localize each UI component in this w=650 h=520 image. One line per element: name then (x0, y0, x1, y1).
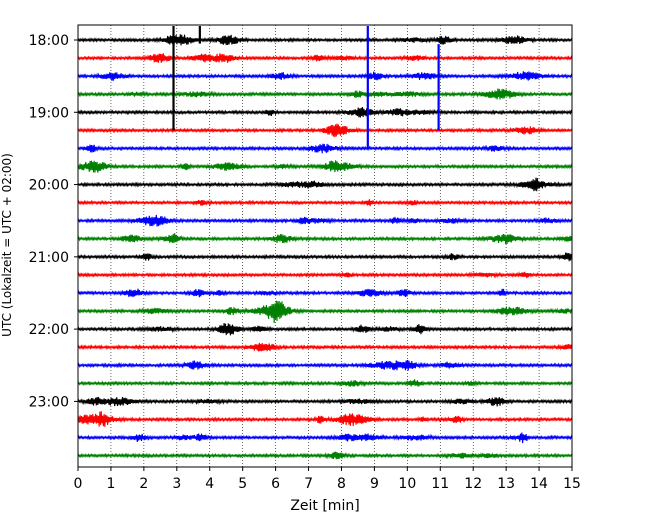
trace-row-2200 (77, 323, 573, 336)
event-spikes (172, 26, 440, 149)
x-tick-label: 13 (497, 476, 515, 492)
trace-row-2230 (77, 359, 573, 371)
x-tick-label: 3 (172, 476, 181, 492)
x-tick-label: 14 (530, 476, 548, 492)
trace-row-1945 (77, 160, 573, 173)
trace-row-2030 (77, 214, 573, 227)
x-tick-label: 5 (238, 476, 247, 492)
y-tick-label: 23:00 (29, 394, 69, 410)
trace-row-1815 (77, 53, 573, 63)
x-tick-label: 1 (106, 476, 115, 492)
y-tick-label: 21:00 (29, 250, 69, 266)
x-tick-label: 2 (139, 476, 148, 492)
x-tick-label: 4 (205, 476, 214, 492)
x-tick-label: 9 (370, 476, 379, 492)
x-tick-label: 8 (337, 476, 346, 492)
x-axis-label: Zeit [min] (290, 498, 359, 514)
y-tick-label: 19:00 (29, 105, 69, 121)
trace-row-1845 (77, 88, 573, 100)
x-tick-label: 7 (304, 476, 313, 492)
trace-row-1800 (77, 34, 573, 46)
trace-row-2315 (77, 411, 573, 427)
x-tick-label: 11 (431, 476, 449, 492)
y-axis-label: UTC (Lokalzeit = UTC + 02:00) (0, 153, 14, 337)
trace-row-1930 (77, 143, 573, 154)
y-axis-ticks: 18:00 19:00 20:00 21:00 22:00 23:00 (29, 33, 78, 410)
y-tick-label: 20:00 (29, 178, 69, 194)
trace-row-2215 (77, 342, 573, 352)
trace-row-2000 (77, 177, 573, 192)
trace-row-2330 (77, 432, 573, 444)
trace-row-1900 (77, 107, 573, 118)
trace-rows (77, 34, 573, 460)
trace-row-2245 (77, 379, 573, 388)
trace-row-2015 (77, 199, 573, 207)
plot-frame (77, 24, 573, 468)
trace-row-2115 (77, 271, 573, 279)
trace-row-2145 (77, 300, 573, 323)
trace-row-1915 (77, 123, 573, 138)
x-tick-label: 12 (464, 476, 482, 492)
y-tick-label: 22:00 (29, 322, 69, 338)
y-tick-label: 18:00 (29, 33, 69, 49)
x-tick-label: 10 (398, 476, 416, 492)
x-axis-ticks: 0 1 2 3 4 5 6 7 8 9 10 11 12 13 14 15 (74, 467, 581, 492)
trace-row-2345 (77, 451, 573, 460)
trace-row-2100 (77, 252, 573, 262)
trace-row-2045 (77, 233, 573, 245)
x-tick-label: 15 (563, 476, 581, 492)
x-tick-label: 6 (271, 476, 280, 492)
trace-row-2300 (77, 397, 573, 407)
x-tick-label: 0 (74, 476, 83, 492)
trace-row-2130 (77, 288, 573, 298)
trace-row-1830 (77, 71, 573, 81)
